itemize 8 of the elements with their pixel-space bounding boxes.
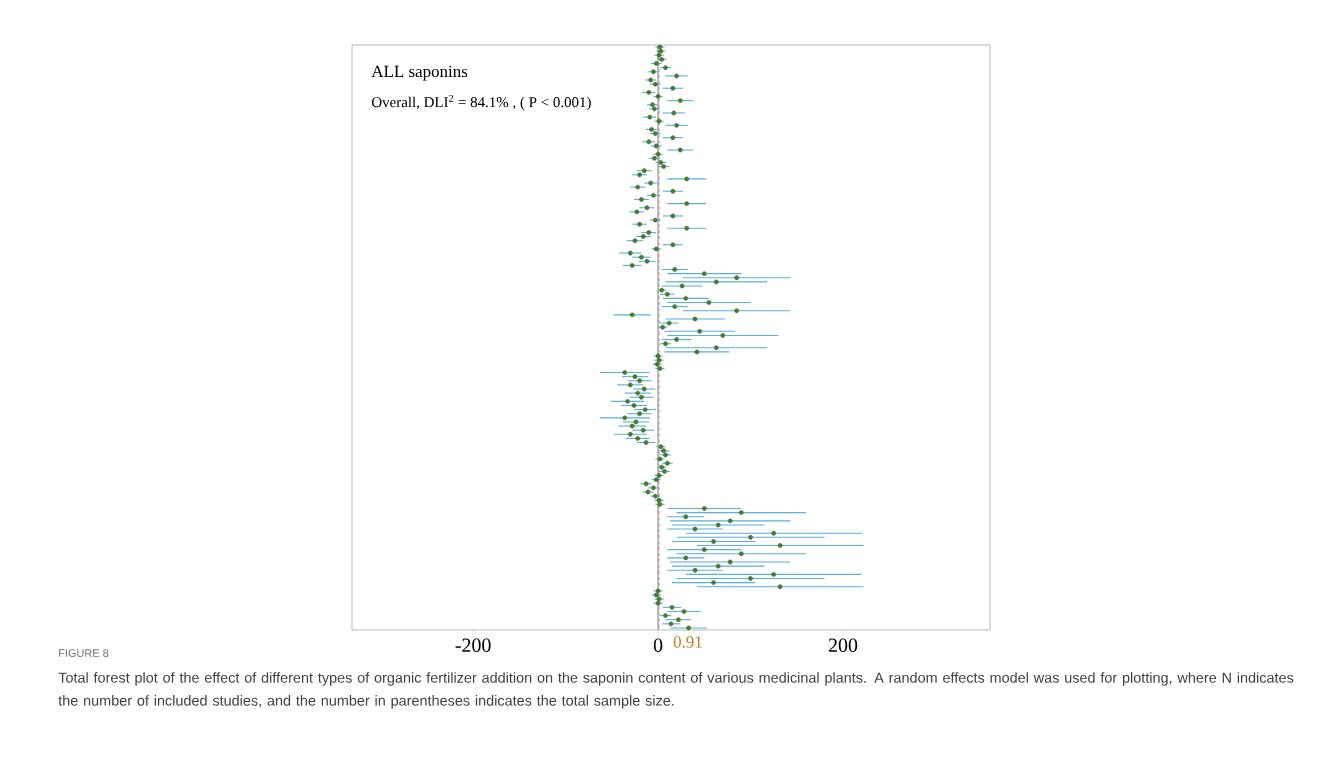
x-tick-label: -200 — [455, 638, 491, 652]
ref-line-label: 0.91 — [673, 636, 702, 648]
text: ALL saponins — [371, 65, 468, 81]
caption: FIGURE 8 — [59, 649, 109, 657]
text: Overall, DLI$^{2}$ = 84.1% , ( P < 0.001) — [371, 94, 591, 111]
x-tick-label: 200 — [828, 638, 858, 652]
x-tick-label: 0 — [653, 638, 663, 652]
text: Total forest plot of the effect of different types of organic fertilizer addition on the saponin content of various medicinal plants. A random effects model was used for plotting, where N indicates the number of included studies, and the number in parentheses indicates the total sample size. — [58, 672, 1294, 709]
